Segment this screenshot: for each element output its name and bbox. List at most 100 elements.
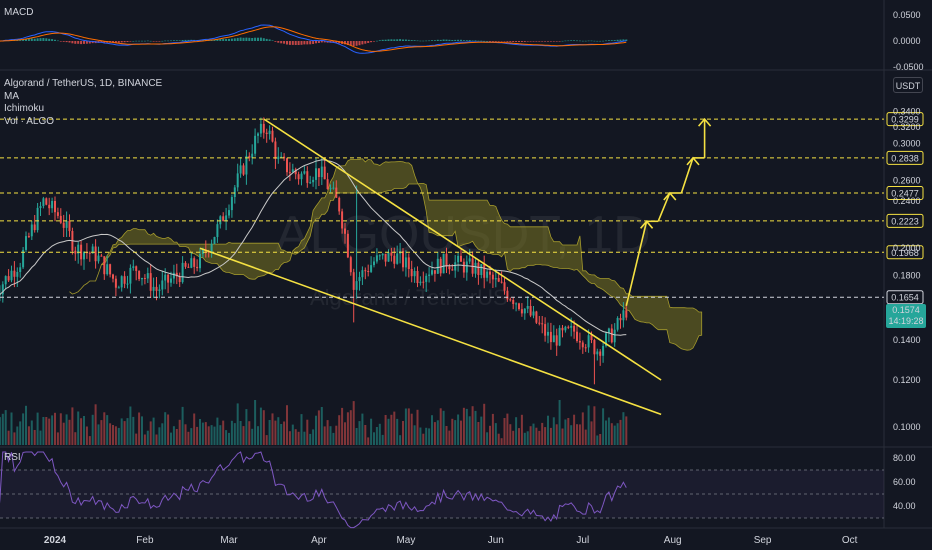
volume-bar [549,427,552,445]
candle-body [358,277,361,282]
macd-histogram-bar [242,37,245,41]
candle-body [605,333,607,346]
rsi-band [0,470,884,518]
volume-bar [561,428,564,445]
candle-body [216,224,219,237]
macd-histogram-bar [433,40,436,41]
macd-histogram-bar [274,41,277,42]
macd-histogram-bar [62,41,65,42]
target-level-box [886,150,924,165]
price-axis-label: 0.2000 [893,243,921,253]
candle-body [483,264,486,278]
candle-body [213,237,216,244]
candle-body [280,156,283,158]
volume-bar [291,424,294,445]
candle-body [364,270,367,272]
volume-bar [474,410,477,445]
macd-histogram-bar [120,41,123,43]
candle-body [593,340,596,355]
volume-bar [16,426,19,445]
volume-bar [10,412,13,445]
wedge-upper-trendline[interactable] [263,118,662,381]
volume-bar [143,434,146,445]
volume-bar [233,423,236,445]
macd-histogram-bar [404,39,407,41]
macd-histogram-bar [323,41,326,43]
macd-histogram-bar [172,40,175,41]
volume-bar [248,421,251,445]
macd-histogram-bar [149,40,152,42]
volume-bar [138,412,141,445]
volume-bar [547,415,549,445]
volume-bar [161,423,164,445]
volume-bar [39,430,42,445]
macd-histogram-bar [257,37,259,41]
volume-bar [297,431,300,445]
candle-body [141,278,143,280]
candle-body [500,281,503,283]
macd-histogram-bar [605,40,607,42]
candle-body [602,346,605,356]
macd-histogram-bar [27,38,30,41]
candle-body [257,133,259,136]
macd-histogram-bar [445,39,448,41]
candle-body [373,261,375,266]
quote-currency-button[interactable]: USDT [893,77,923,93]
target-level-box [886,213,924,228]
projection-segment[interactable] [657,192,671,222]
candle-body [199,254,201,269]
indicator-ma[interactable]: MA [4,90,19,102]
price-axis-label: 0.3000 [893,139,921,149]
macd-histogram-bar [570,40,573,41]
candle-body [532,311,535,316]
macd-histogram-bar [213,39,216,41]
macd-histogram-bar [509,41,512,42]
macd-histogram-bar [161,40,164,42]
candle-body [103,256,106,275]
candle-body [268,130,271,135]
projection-arrows [625,117,712,306]
indicator-volume[interactable]: Vol · ALGO [4,115,55,127]
macd-histogram-bar [480,40,483,42]
volume-bar [45,417,48,445]
volume-bar [219,425,222,445]
candle-body [549,331,552,343]
moving-average-line [0,159,627,336]
volume-bar [610,423,613,445]
volume-bar [439,408,442,445]
candle-body [451,269,454,271]
symbol-title[interactable]: Algorand / TetherUS, 1D, BINANCE [4,78,163,89]
macd-histogram-bar [303,41,306,45]
volume-bar [393,411,396,445]
volume-bar [42,417,45,445]
macd-histogram-bar [451,40,454,41]
volume-bar [207,426,210,445]
volume-bar [489,425,491,445]
candle-body [286,158,288,173]
macd-histogram-bar [573,40,576,41]
indicator-ichimoku[interactable]: Ichimoku [4,103,45,114]
price-axis-label: 0.3400 [893,106,921,116]
volume-bar [1,413,4,445]
candle-body [33,224,36,231]
candle-body [193,258,196,267]
macd-histogram-bar [523,41,526,42]
macd-histogram-bar [216,39,219,41]
macd-histogram-bar [581,40,584,42]
volume-bar [480,416,483,445]
axes: 0.3400 0.3200 0.3000 0.2600 0.2400 0.2000 0.18… [44,106,921,546]
time-axis-label: Mar [220,535,238,546]
volume-bar [378,423,381,445]
volume-bar [370,418,373,445]
projection-segment[interactable] [625,221,648,306]
volume-bar [309,433,312,445]
volume-bar [193,413,196,445]
candle-body [228,210,230,216]
volume-bars [0,400,628,445]
volume-bar [520,414,523,445]
projection-segment[interactable] [680,157,694,194]
volume-bar [494,423,497,445]
macd-histogram-bar [48,38,51,41]
wedge-lower-trendline[interactable] [199,247,662,416]
